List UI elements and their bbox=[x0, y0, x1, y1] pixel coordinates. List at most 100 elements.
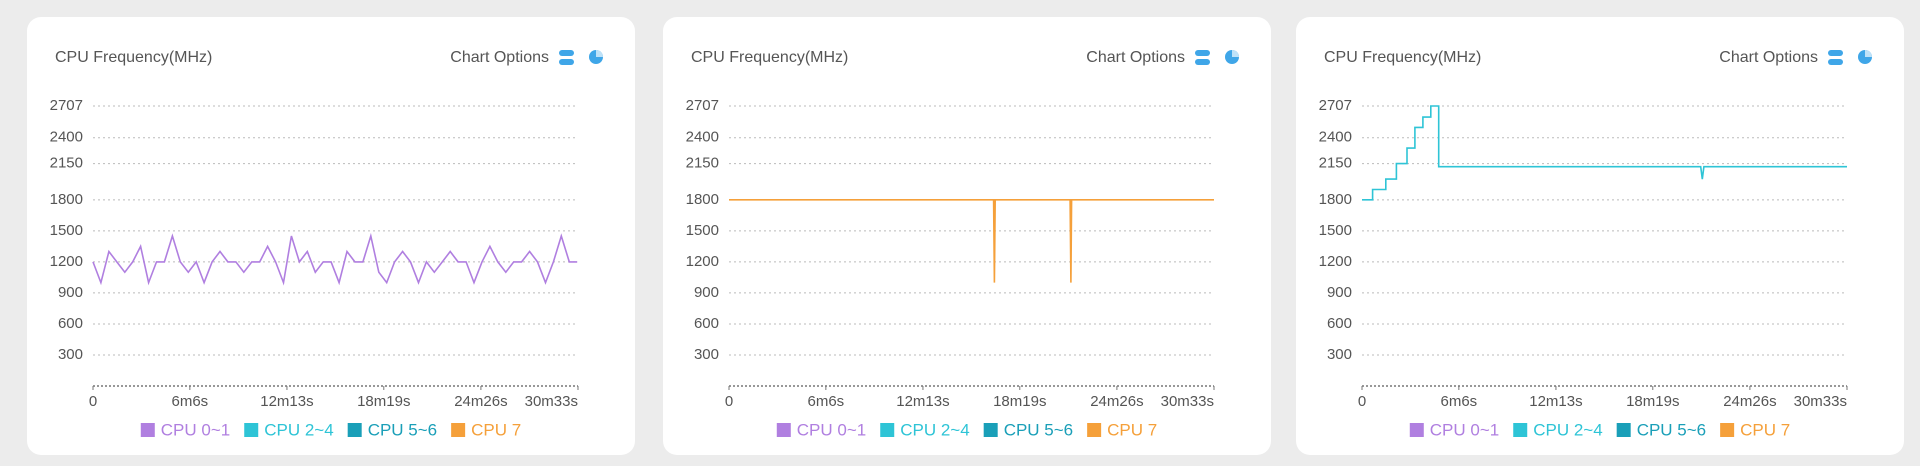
chart-card: CPU Frequency(MHz) Chart Options 300 600 900… bbox=[1296, 17, 1904, 455]
x-tick-label: 0 bbox=[1358, 393, 1366, 410]
y-tick-label: 300 bbox=[694, 346, 719, 363]
options-icon[interactable] bbox=[1828, 50, 1843, 65]
chart-options[interactable]: Chart Options bbox=[1719, 49, 1818, 66]
chart-options[interactable]: Chart Options bbox=[1086, 49, 1185, 66]
settings-icon[interactable] bbox=[1858, 50, 1872, 64]
legend: CPU 0~1 CPU 2~4 CPU 5~6 CPU 7 bbox=[776, 420, 1157, 439]
y-tick-label: 1200 bbox=[1319, 253, 1352, 270]
legend-label: CPU 0~1 bbox=[797, 420, 866, 439]
series-line bbox=[92, 232, 578, 286]
legend-swatch bbox=[451, 423, 466, 437]
x-tick-label: 30m33s bbox=[1794, 393, 1847, 410]
y-tick-label: 1500 bbox=[1319, 222, 1352, 239]
y-tick-label: 1200 bbox=[686, 253, 719, 270]
legend-label: CPU 5~6 bbox=[1004, 420, 1073, 439]
icon-bar bbox=[559, 50, 574, 56]
chart-card: CPU Frequency(MHz) Chart Options 300 600 900… bbox=[663, 17, 1271, 455]
icon-cut bbox=[1865, 50, 1872, 57]
x-tick-label: 6m6s bbox=[807, 393, 844, 410]
icon-bar bbox=[1195, 59, 1210, 65]
legend-swatch bbox=[1513, 423, 1528, 437]
legend-label: CPU 5~6 bbox=[368, 420, 437, 439]
y-tick-label: 1800 bbox=[686, 191, 719, 208]
icon-bar bbox=[1828, 50, 1843, 56]
x-tick-label: 12m13s bbox=[260, 393, 313, 410]
y-tick-label: 2400 bbox=[686, 129, 719, 146]
y-tick-label: 1800 bbox=[50, 191, 83, 208]
x-tick-label: 24m26s bbox=[1723, 393, 1776, 410]
y-tick-label: 1800 bbox=[1319, 191, 1352, 208]
x-tick-label: 24m26s bbox=[1090, 393, 1143, 410]
legend-swatch bbox=[1720, 423, 1735, 437]
legend-label: CPU 7 bbox=[471, 420, 521, 439]
x-tick-label: 30m33s bbox=[525, 393, 578, 410]
y-tick-label: 1500 bbox=[686, 222, 719, 239]
y-tick-label: 600 bbox=[694, 315, 719, 332]
legend-label: CPU 0~1 bbox=[1430, 420, 1499, 439]
y-tick-label: 600 bbox=[58, 315, 83, 332]
x-tick-label: 6m6s bbox=[1440, 393, 1477, 410]
y-tick-label: 900 bbox=[694, 284, 719, 301]
legend-swatch bbox=[983, 423, 998, 437]
y-tick-label: 1500 bbox=[50, 222, 83, 239]
x-tick-label: 0 bbox=[89, 393, 97, 410]
y-tick-label: 900 bbox=[1327, 284, 1352, 301]
chart-title: CPU Frequency(MHz) bbox=[55, 49, 212, 66]
y-tick-label: 2150 bbox=[1319, 155, 1352, 172]
y-tick-label: 2707 bbox=[1319, 97, 1352, 114]
series-line bbox=[729, 199, 1214, 283]
x-tick-label: 18m19s bbox=[357, 393, 410, 410]
y-tick-label: 900 bbox=[58, 284, 83, 301]
card-background bbox=[1296, 17, 1904, 455]
x-tick-label: 6m6s bbox=[171, 393, 208, 410]
legend-swatch bbox=[1616, 423, 1631, 437]
x-tick-label: 24m26s bbox=[454, 393, 507, 410]
y-tick-label: 1200 bbox=[50, 253, 83, 270]
options-icon[interactable] bbox=[559, 50, 574, 65]
series-line bbox=[1362, 105, 1847, 201]
legend: CPU 0~1 CPU 2~4 CPU 5~6 CPU 7 bbox=[140, 420, 521, 439]
legend-swatch bbox=[1087, 423, 1102, 437]
settings-icon[interactable] bbox=[1225, 50, 1239, 64]
legend-label: CPU 0~1 bbox=[161, 420, 230, 439]
y-tick-label: 2707 bbox=[686, 97, 719, 114]
x-tick-label: 18m19s bbox=[993, 393, 1046, 410]
legend-label: CPU 2~4 bbox=[264, 420, 333, 439]
legend-swatch bbox=[347, 423, 362, 437]
y-tick-label: 600 bbox=[1327, 315, 1352, 332]
y-tick-label: 2150 bbox=[686, 155, 719, 172]
legend-label: CPU 2~4 bbox=[900, 420, 969, 439]
y-tick-label: 2400 bbox=[1319, 129, 1352, 146]
legend-swatch bbox=[776, 423, 791, 437]
legend-label: CPU 7 bbox=[1740, 420, 1790, 439]
y-tick-label: 300 bbox=[1327, 346, 1352, 363]
x-tick-label: 30m33s bbox=[1161, 393, 1214, 410]
chart-title: CPU Frequency(MHz) bbox=[691, 49, 848, 66]
y-tick-label: 300 bbox=[58, 346, 83, 363]
x-tick-label: 12m13s bbox=[1529, 393, 1582, 410]
chart-card: CPU Frequency(MHz) Chart Options 300 600 900… bbox=[27, 17, 635, 455]
icon-bar bbox=[559, 59, 574, 65]
legend-label: CPU 7 bbox=[1107, 420, 1157, 439]
chart-options[interactable]: Chart Options bbox=[450, 49, 549, 66]
options-icon[interactable] bbox=[1195, 50, 1210, 65]
card-background bbox=[663, 17, 1271, 455]
settings-icon[interactable] bbox=[589, 50, 603, 64]
legend-swatch bbox=[140, 423, 155, 437]
x-tick-label: 18m19s bbox=[1626, 393, 1679, 410]
legend: CPU 0~1 CPU 2~4 CPU 5~6 CPU 7 bbox=[1409, 420, 1790, 439]
legend-swatch bbox=[1409, 423, 1424, 437]
x-tick-label: 0 bbox=[725, 393, 733, 410]
y-tick-label: 2150 bbox=[50, 155, 83, 172]
chart-title: CPU Frequency(MHz) bbox=[1324, 49, 1481, 66]
legend-swatch bbox=[880, 423, 895, 437]
card-background bbox=[27, 17, 635, 455]
legend-label: CPU 2~4 bbox=[1533, 420, 1602, 439]
y-tick-label: 2707 bbox=[50, 97, 83, 114]
legend-swatch bbox=[244, 423, 259, 437]
icon-cut bbox=[1232, 50, 1239, 57]
y-tick-label: 2400 bbox=[50, 129, 83, 146]
x-tick-label: 12m13s bbox=[896, 393, 949, 410]
